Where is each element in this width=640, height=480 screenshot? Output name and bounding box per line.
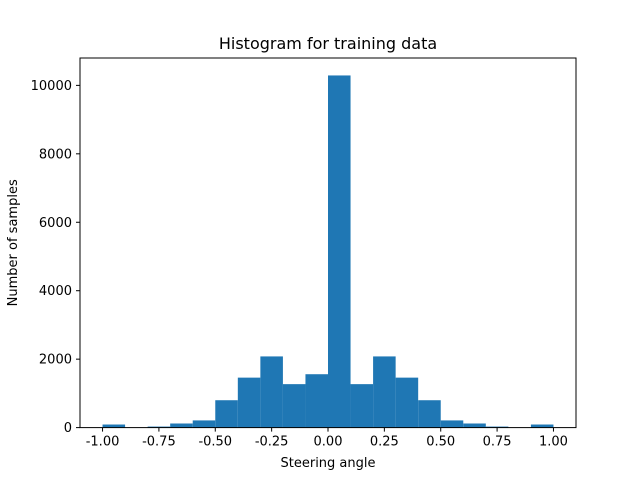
bars-group — [102, 75, 554, 428]
y-tick-label: 4000 — [39, 284, 72, 299]
histogram-bar — [463, 423, 486, 428]
x-tick-label: -0.75 — [142, 435, 176, 450]
x-axis-label: Steering angle — [281, 456, 376, 471]
x-tick-label: -1.00 — [86, 435, 120, 450]
y-tick-label: 2000 — [39, 353, 72, 368]
histogram-bar — [147, 426, 171, 428]
histogram-bar — [170, 423, 193, 428]
x-ticks: -1.00 -0.75 -0.50 -0.25 0.00 0.25 0.50 0.75 1.00 — [86, 427, 568, 450]
histogram-bar — [328, 75, 351, 428]
histogram-bar — [215, 400, 238, 428]
histogram-bar — [440, 420, 464, 428]
x-tick-label: 0.75 — [483, 435, 512, 450]
histogram-bar — [260, 356, 283, 428]
histogram-bar — [373, 356, 396, 428]
histogram-bar — [418, 400, 441, 428]
histogram-bar — [192, 420, 216, 428]
histogram-bar — [530, 424, 554, 428]
histogram-bar — [485, 426, 509, 428]
y-tick-label: 8000 — [39, 147, 72, 162]
y-ticks: 0 2000 4000 6000 8000 10000 — [31, 79, 80, 436]
histogram-bar — [395, 377, 419, 428]
x-tick-label: 0.50 — [426, 435, 455, 450]
x-tick-label: 0.25 — [370, 435, 399, 450]
histogram-bar — [237, 377, 261, 428]
histogram-bar — [282, 384, 306, 428]
y-tick-label: 6000 — [39, 216, 72, 231]
x-tick-label: -0.25 — [255, 435, 289, 450]
y-axis-label: Number of samples — [6, 179, 21, 306]
histogram-bar — [102, 424, 126, 428]
y-tick-label: 10000 — [31, 79, 72, 94]
x-tick-label: 0.00 — [314, 435, 343, 450]
x-tick-label: 1.00 — [539, 435, 568, 450]
histogram-bar — [305, 374, 328, 428]
chart-title: Histogram for training data — [219, 34, 437, 53]
histogram-bar — [350, 384, 374, 428]
y-tick-label: 0 — [64, 421, 72, 436]
x-tick-label: -0.50 — [198, 435, 232, 450]
